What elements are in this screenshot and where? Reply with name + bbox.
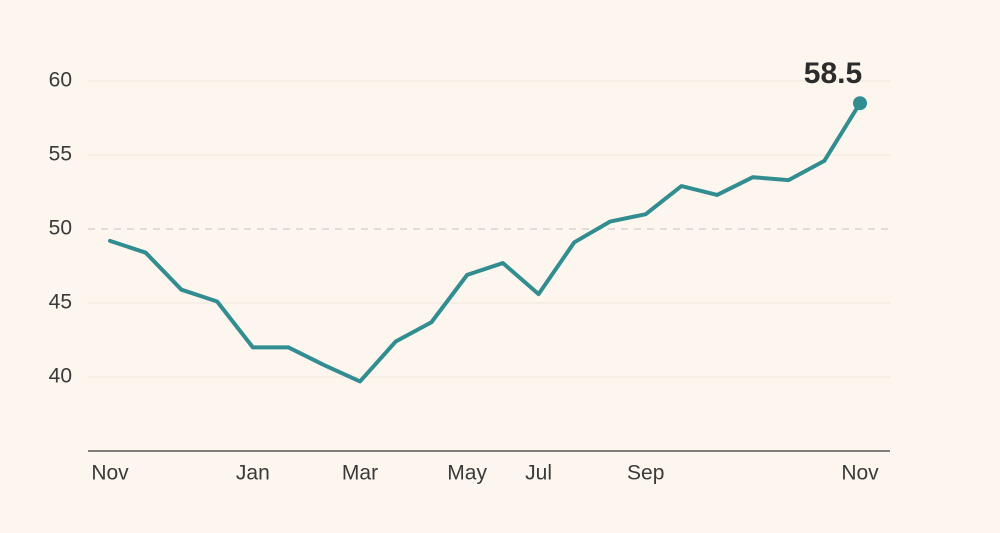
x-tick-label: Mar <box>342 462 378 485</box>
x-tick-label: Jul <box>525 462 552 485</box>
y-tick-label: 55 <box>49 143 72 166</box>
x-tick-label: Jan <box>236 462 270 485</box>
x-tick-label: Nov <box>841 462 879 485</box>
line <box>108 101 862 384</box>
y-tick-label: 50 <box>49 217 72 240</box>
x-tick-label: Sep <box>627 462 664 485</box>
x-tick-label: May <box>447 462 487 485</box>
end-value-label: 58.5 <box>804 57 862 90</box>
y-tick-label: 45 <box>49 291 72 314</box>
y-tick-label: 60 <box>49 69 72 92</box>
x-tick-label: Nov <box>91 462 129 485</box>
end-point <box>853 96 867 111</box>
y-tick-label: 40 <box>49 365 72 388</box>
